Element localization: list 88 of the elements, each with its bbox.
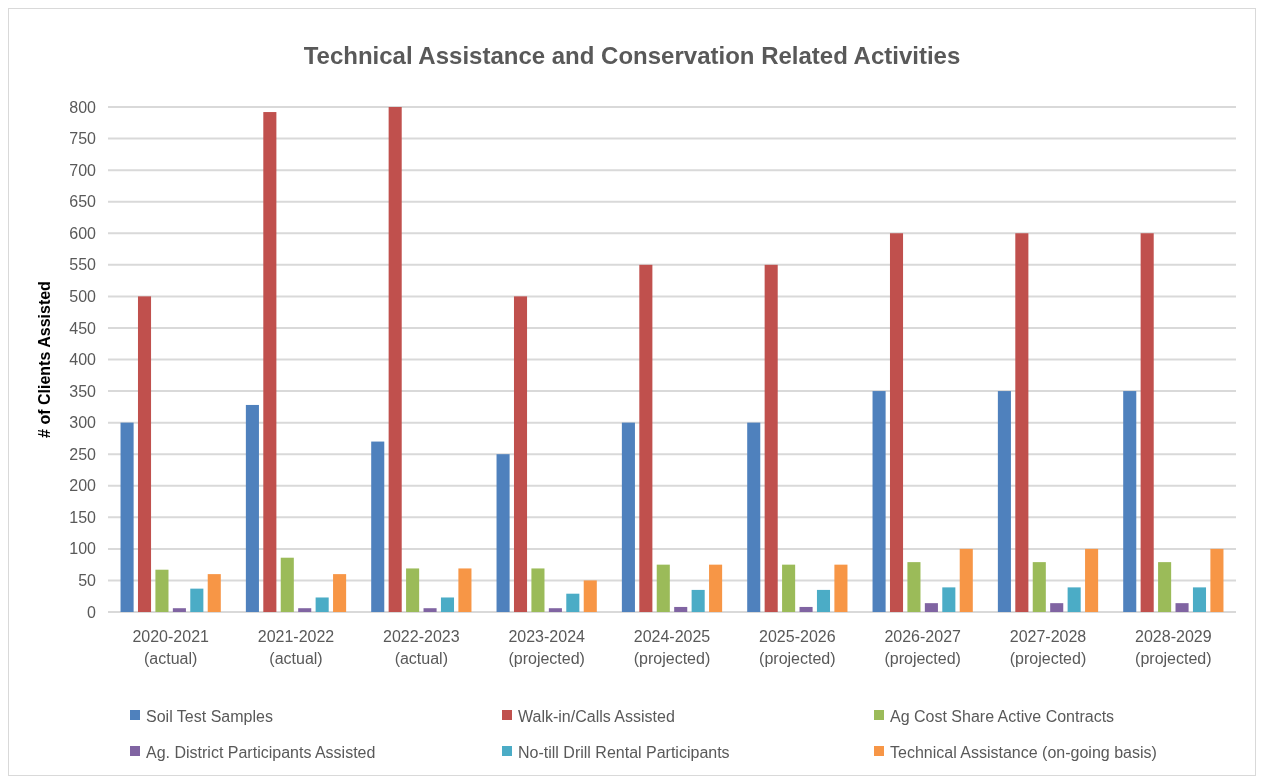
bar xyxy=(782,564,796,612)
bar xyxy=(155,569,169,612)
bar xyxy=(639,264,653,612)
legend-label: No-till Drill Rental Participants xyxy=(518,743,730,761)
bar xyxy=(548,608,562,612)
chart-title: Technical Assistance and Conservation Related Activities xyxy=(303,42,961,69)
bar xyxy=(1015,233,1029,612)
y-tick-label: 200 xyxy=(69,477,97,495)
y-tick-label: 650 xyxy=(69,193,97,211)
x-tick-label: 2021-2022 (actual) xyxy=(257,628,335,667)
x-tick-label: 2020-2021 (actual) xyxy=(132,628,210,667)
y-tick-label: 0 xyxy=(87,603,97,621)
bar xyxy=(1050,603,1064,612)
x-tick-label: 2025-2026 (projected) xyxy=(759,628,836,667)
bar xyxy=(120,422,134,612)
bar xyxy=(583,580,597,612)
bar xyxy=(889,233,904,612)
bar xyxy=(872,391,886,612)
bar xyxy=(496,454,510,612)
legend-label: Ag Cost Share Active Contracts xyxy=(890,707,1115,725)
y-axis-title: # of Clients Assisted xyxy=(36,281,53,438)
bar xyxy=(333,574,347,612)
bar xyxy=(423,608,437,612)
legend-label: Ag. District Participants Assisted xyxy=(146,743,376,761)
legend-label: Soil Test Samples xyxy=(146,707,273,725)
bar xyxy=(513,296,528,612)
y-tick-label: 450 xyxy=(69,319,97,337)
y-tick-label: 750 xyxy=(69,130,97,148)
bar xyxy=(172,608,186,612)
bar xyxy=(764,264,778,612)
bar xyxy=(1175,603,1189,612)
bar xyxy=(799,606,813,612)
bar xyxy=(959,548,973,612)
bar xyxy=(137,296,152,612)
bar xyxy=(531,568,545,612)
y-tick-label: 50 xyxy=(78,572,97,590)
bar xyxy=(656,564,670,612)
bar xyxy=(1210,548,1224,612)
y-tick-label: 250 xyxy=(69,445,97,463)
bar xyxy=(907,562,921,612)
bar xyxy=(245,404,259,612)
bar xyxy=(942,587,956,612)
y-tick-label: 150 xyxy=(69,508,97,526)
y-tick-label: 400 xyxy=(69,351,97,369)
bar xyxy=(207,574,221,612)
bar xyxy=(816,589,831,612)
bar xyxy=(280,557,294,612)
y-tick-label: 100 xyxy=(69,540,97,558)
legend-label: Technical Assistance (on-going basis) xyxy=(890,743,1157,761)
bar xyxy=(1123,391,1137,612)
bar xyxy=(388,107,402,612)
legend-label: Walk-in/Calls Assisted xyxy=(518,707,675,725)
bar xyxy=(190,588,204,612)
bar xyxy=(315,597,329,612)
bar xyxy=(458,568,472,612)
bar xyxy=(924,603,938,612)
x-tick-label: 2026-2027 (projected) xyxy=(884,628,962,667)
bar xyxy=(834,564,848,612)
bar xyxy=(263,112,277,612)
y-tick-label: 550 xyxy=(69,256,97,274)
x-tick-label: 2024-2025 (projected) xyxy=(633,628,711,667)
bar xyxy=(747,422,761,612)
x-tick-label: 2023-2024 (projected) xyxy=(508,628,586,667)
bar xyxy=(621,422,635,612)
bar xyxy=(691,589,705,612)
y-tick-label: 600 xyxy=(69,224,97,242)
bar xyxy=(406,568,420,612)
bar xyxy=(1158,562,1172,612)
x-tick-label: 2022-2023 (actual) xyxy=(383,628,460,667)
bar xyxy=(709,564,723,612)
bar xyxy=(1192,587,1207,612)
bar xyxy=(997,391,1011,612)
bar xyxy=(371,441,385,612)
x-tick-label: 2028-2029 (projected) xyxy=(1135,628,1212,667)
x-tick-label: 2027-2028 (projected) xyxy=(1009,628,1087,667)
bar xyxy=(1032,562,1046,612)
bar xyxy=(1067,587,1081,612)
y-tick-label: 500 xyxy=(69,287,97,305)
bar xyxy=(566,593,580,612)
bar xyxy=(1140,233,1154,612)
y-tick-label: 350 xyxy=(69,382,97,400)
bar xyxy=(674,606,688,612)
bar xyxy=(440,597,455,612)
bar xyxy=(298,608,312,612)
bar xyxy=(1085,548,1099,612)
y-tick-label: 800 xyxy=(69,98,97,116)
y-tick-label: 700 xyxy=(69,161,97,179)
y-tick-label: 300 xyxy=(69,414,97,432)
